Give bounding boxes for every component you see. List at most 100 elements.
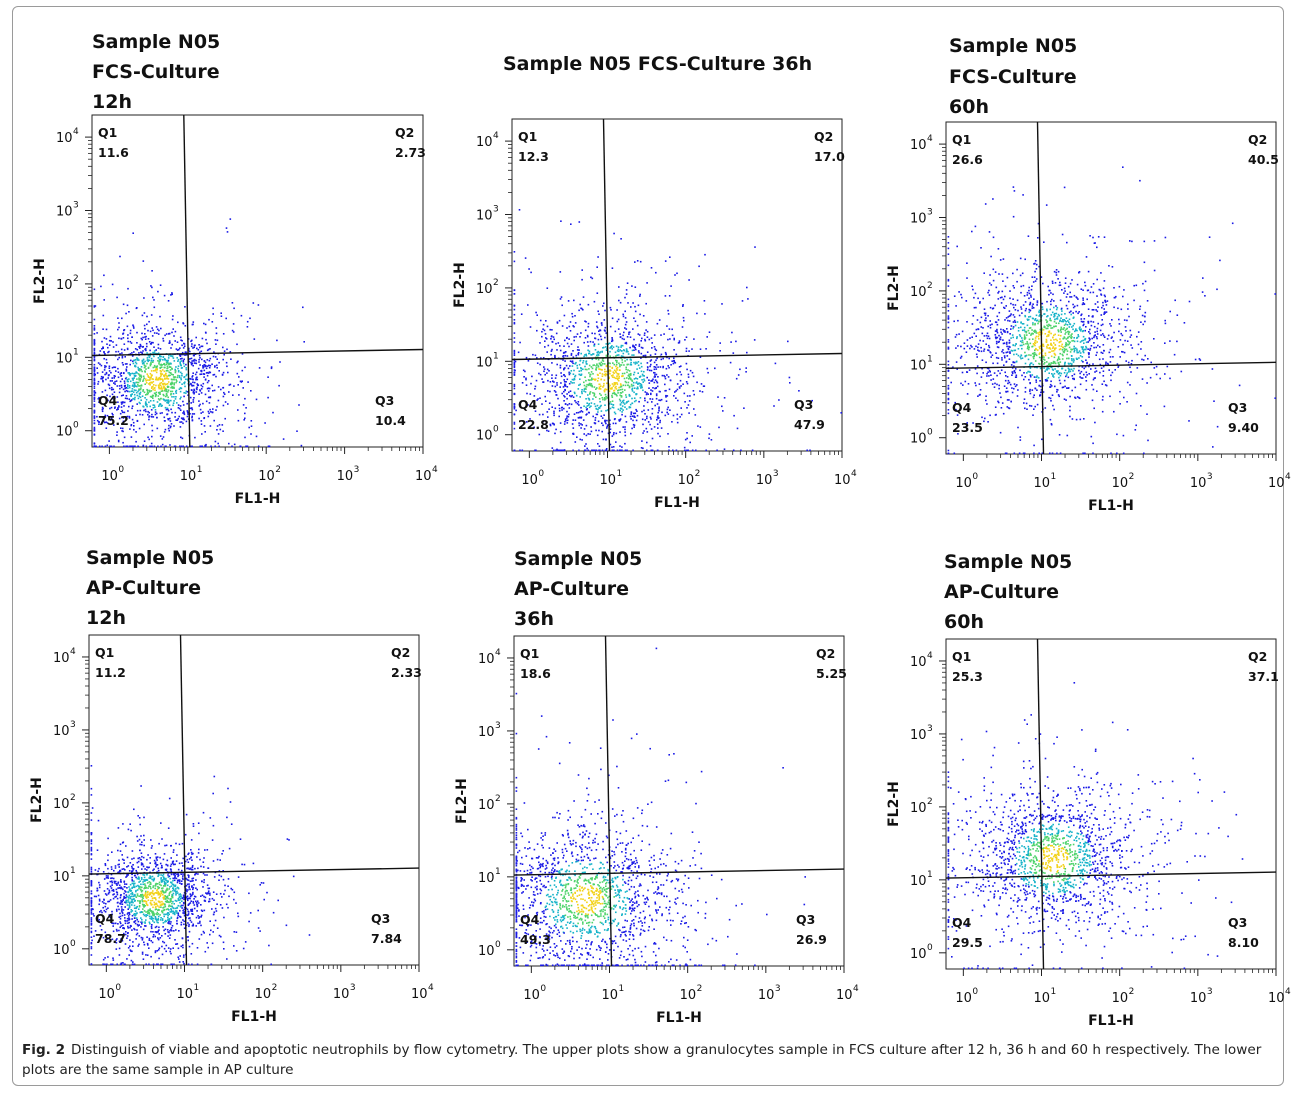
event-dot — [93, 339, 96, 342]
event-dot — [541, 335, 543, 338]
event-dot — [1065, 399, 1067, 401]
event-dot — [987, 325, 989, 328]
event-dot — [641, 337, 643, 340]
event-dot — [947, 347, 950, 350]
event-dot — [597, 411, 599, 413]
event-dot — [1033, 276, 1036, 278]
event-dot — [600, 394, 602, 396]
event-dot — [650, 359, 653, 361]
event-dot — [160, 405, 163, 407]
event-dot — [641, 347, 644, 349]
event-dot — [149, 445, 151, 448]
event-dot — [1066, 307, 1069, 310]
event-dot — [1100, 293, 1102, 295]
event-dot — [578, 221, 581, 223]
event-dot — [182, 400, 184, 403]
event-dot — [615, 363, 618, 366]
event-dot — [639, 293, 641, 296]
event-dot — [200, 420, 203, 422]
event-dot — [523, 376, 525, 378]
event-dot — [551, 406, 553, 408]
event-dot — [1082, 452, 1084, 455]
event-dot — [998, 290, 1000, 293]
event-dot — [222, 346, 224, 349]
event-dot — [1046, 308, 1048, 311]
event-dot — [1058, 314, 1060, 317]
event-dot — [1025, 330, 1028, 333]
event-dot — [150, 409, 153, 411]
event-dot — [680, 407, 682, 409]
event-dot — [1067, 367, 1070, 370]
event-dot — [611, 435, 614, 437]
event-dot — [587, 411, 590, 414]
event-dot — [981, 416, 983, 419]
event-dot — [159, 370, 162, 372]
event-dot — [1012, 326, 1015, 328]
y-tick-label: 10 — [476, 429, 493, 444]
event-dot — [1061, 386, 1064, 389]
event-dot — [163, 385, 165, 388]
event-dot — [101, 391, 104, 393]
event-dot — [630, 383, 633, 386]
event-dot — [988, 282, 991, 284]
event-dot — [148, 418, 150, 421]
event-dot — [619, 364, 621, 366]
event-dot — [1103, 380, 1105, 383]
event-dot — [1213, 400, 1215, 402]
event-dot — [656, 385, 659, 388]
event-dot — [736, 427, 739, 430]
event-dot — [183, 412, 185, 414]
event-dot — [212, 307, 214, 310]
event-dot — [513, 321, 516, 324]
event-dot — [608, 362, 610, 364]
event-dot — [138, 395, 141, 398]
event-dot — [643, 430, 645, 432]
event-dot — [513, 385, 516, 387]
event-dot — [1051, 394, 1054, 396]
event-dot — [586, 334, 589, 337]
event-dot — [618, 286, 620, 288]
event-dot — [679, 379, 682, 382]
event-dot — [1066, 353, 1068, 356]
event-dot — [662, 365, 664, 368]
event-dot — [947, 387, 950, 389]
event-dot — [580, 369, 582, 372]
event-dot — [155, 376, 158, 379]
event-dot — [554, 356, 556, 359]
event-dot — [603, 373, 606, 376]
event-dot — [594, 419, 597, 421]
event-dot — [985, 395, 987, 397]
event-dot — [212, 313, 214, 315]
event-dot — [963, 342, 966, 344]
event-dot — [159, 355, 161, 357]
event-dot — [1079, 383, 1082, 386]
event-dot — [585, 385, 588, 388]
event-dot — [553, 414, 555, 417]
event-dot — [1053, 356, 1056, 359]
event-dot — [128, 415, 131, 418]
event-dot — [1143, 452, 1145, 455]
event-dot — [138, 352, 140, 354]
event-dot — [223, 393, 226, 395]
event-dot — [547, 416, 549, 418]
event-dot — [155, 377, 158, 380]
event-dot — [181, 374, 183, 377]
event-dot — [105, 358, 108, 361]
event-dot — [1101, 399, 1104, 401]
event-dot — [1073, 373, 1076, 376]
event-dot — [655, 373, 658, 376]
event-dot — [108, 374, 110, 376]
event-dot — [183, 410, 185, 413]
event-dot — [1072, 370, 1074, 372]
event-dot — [1124, 339, 1126, 342]
event-dot — [93, 400, 96, 402]
event-dot — [207, 390, 210, 392]
event-dot — [147, 410, 149, 413]
event-dot — [1084, 284, 1087, 287]
event-dot — [1052, 404, 1054, 407]
event-dot — [1126, 319, 1128, 322]
event-dot — [1071, 359, 1073, 362]
event-dot — [1030, 296, 1032, 298]
event-dot — [142, 379, 145, 381]
event-dot — [1216, 425, 1219, 428]
